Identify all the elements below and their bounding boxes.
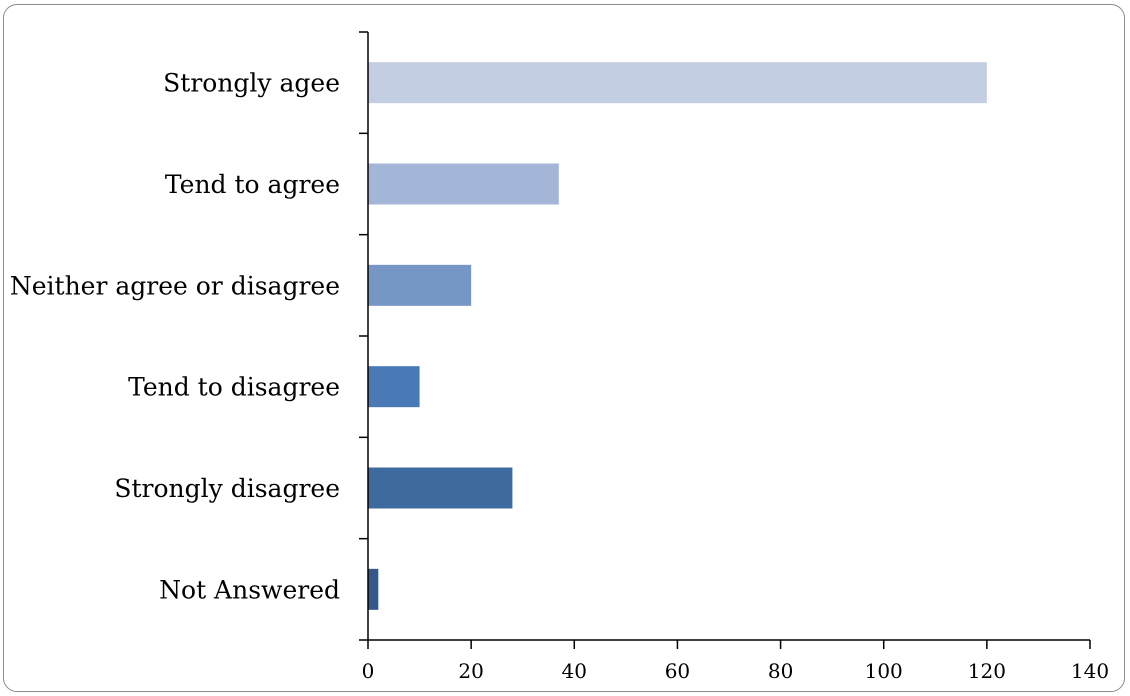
category-label-3: Tend to disagree — [128, 373, 340, 402]
bar-5 — [368, 568, 379, 610]
bar-0 — [368, 62, 987, 104]
x-tick-label-6: 120 — [968, 659, 1006, 683]
bar-3 — [368, 366, 420, 408]
category-label-1: Tend to agree — [165, 170, 340, 199]
category-label-4: Strongly disagree — [114, 474, 340, 503]
x-tick-label-2: 40 — [562, 659, 587, 683]
chart-frame — [3, 4, 1125, 692]
labels-group: Strongly agee Tend to agree Neither agree … — [10, 69, 1109, 683]
x-tick-label-5: 100 — [865, 659, 903, 683]
category-label-2: Neither agree or disagree — [10, 271, 340, 300]
x-tick-label-4: 80 — [768, 659, 793, 683]
bar-4 — [368, 467, 513, 509]
category-label-5: Not Answered — [159, 575, 340, 604]
axes-group — [359, 31, 1091, 649]
x-tick-label-3: 60 — [665, 659, 690, 683]
bar-2 — [368, 264, 472, 306]
bars-group — [368, 62, 987, 610]
category-label-0: Strongly agee — [163, 69, 340, 98]
bar-1 — [368, 163, 559, 205]
x-tick-label-1: 20 — [458, 659, 483, 683]
x-tick-label-7: 140 — [1071, 659, 1109, 683]
x-tick-label-0: 0 — [362, 659, 375, 683]
